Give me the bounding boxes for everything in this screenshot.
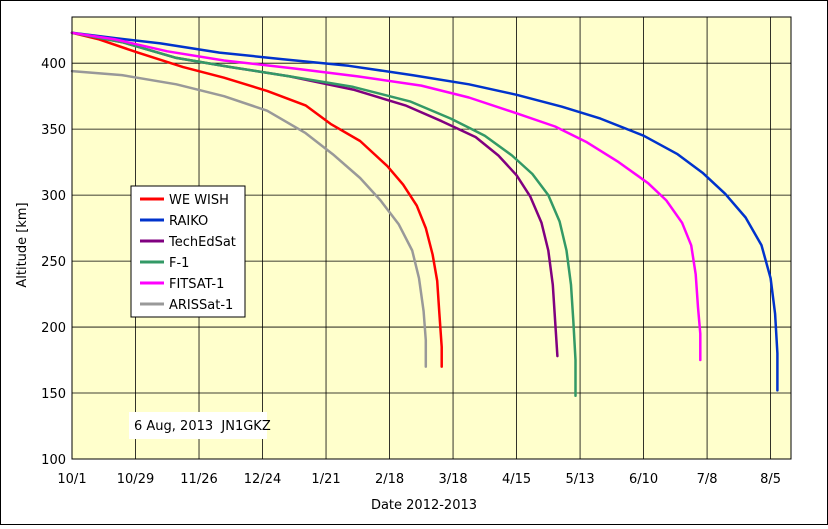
legend-label: RAIKO (169, 214, 208, 229)
y-tick-label: 100 (41, 453, 66, 468)
x-axis-label: Date 2012-2013 (371, 498, 477, 513)
annotation-box: 6 Aug, 2013 JN1GKZ (129, 412, 271, 439)
x-tick-label: 2/18 (375, 472, 404, 487)
legend-label: WE WISH (169, 193, 229, 208)
series-line-raiko (70, 31, 779, 392)
x-tick-label: 7/8 (697, 472, 718, 487)
series-line-we-wish (70, 31, 443, 368)
y-tick-label: 250 (41, 255, 66, 270)
x-tick-label: 10/29 (117, 472, 154, 487)
plot-border (71, 16, 792, 460)
y-tick-label: 400 (41, 57, 66, 72)
x-tick-label: 3/18 (438, 472, 467, 487)
legend-label: F-1 (169, 256, 189, 271)
x-tick-label: 1/21 (311, 472, 340, 487)
x-tick-label: 8/5 (760, 472, 781, 487)
series-line-fitsat-1 (70, 31, 702, 362)
x-tick-label: 10/1 (57, 472, 86, 487)
y-tick-label: 150 (41, 387, 66, 402)
legend: WE WISH RAIKO TechEdSat F-1 FITSAT-1 ARISSat-… (130, 185, 246, 318)
y-axis-label: Altitude [km] (15, 202, 30, 287)
x-tick-label: 4/15 (502, 472, 531, 487)
x-tick-label: 12/24 (244, 472, 281, 487)
x-tick-label: 5/13 (565, 472, 594, 487)
legend-label: FITSAT-1 (169, 277, 224, 292)
y-tick-label: 200 (41, 321, 66, 336)
x-tick-label: 6/10 (629, 472, 658, 487)
legend-label: TechEdSat (168, 235, 236, 250)
series-lines (70, 31, 779, 397)
series-line-arissat-1 (70, 69, 428, 368)
axes: 100 150 200 250 300 350 400 10/1 10/29 11/26 12/24… (41, 16, 792, 487)
legend-label: ARISSat-1 (169, 298, 233, 313)
annotation-text: 6 Aug, 2013 JN1GKZ (134, 419, 271, 434)
y-tick-label: 350 (41, 123, 66, 138)
y-tick-label: 300 (41, 189, 66, 204)
x-tick-label: 11/26 (180, 472, 217, 487)
series-line-f-1 (70, 31, 577, 397)
legend-box (130, 185, 246, 318)
